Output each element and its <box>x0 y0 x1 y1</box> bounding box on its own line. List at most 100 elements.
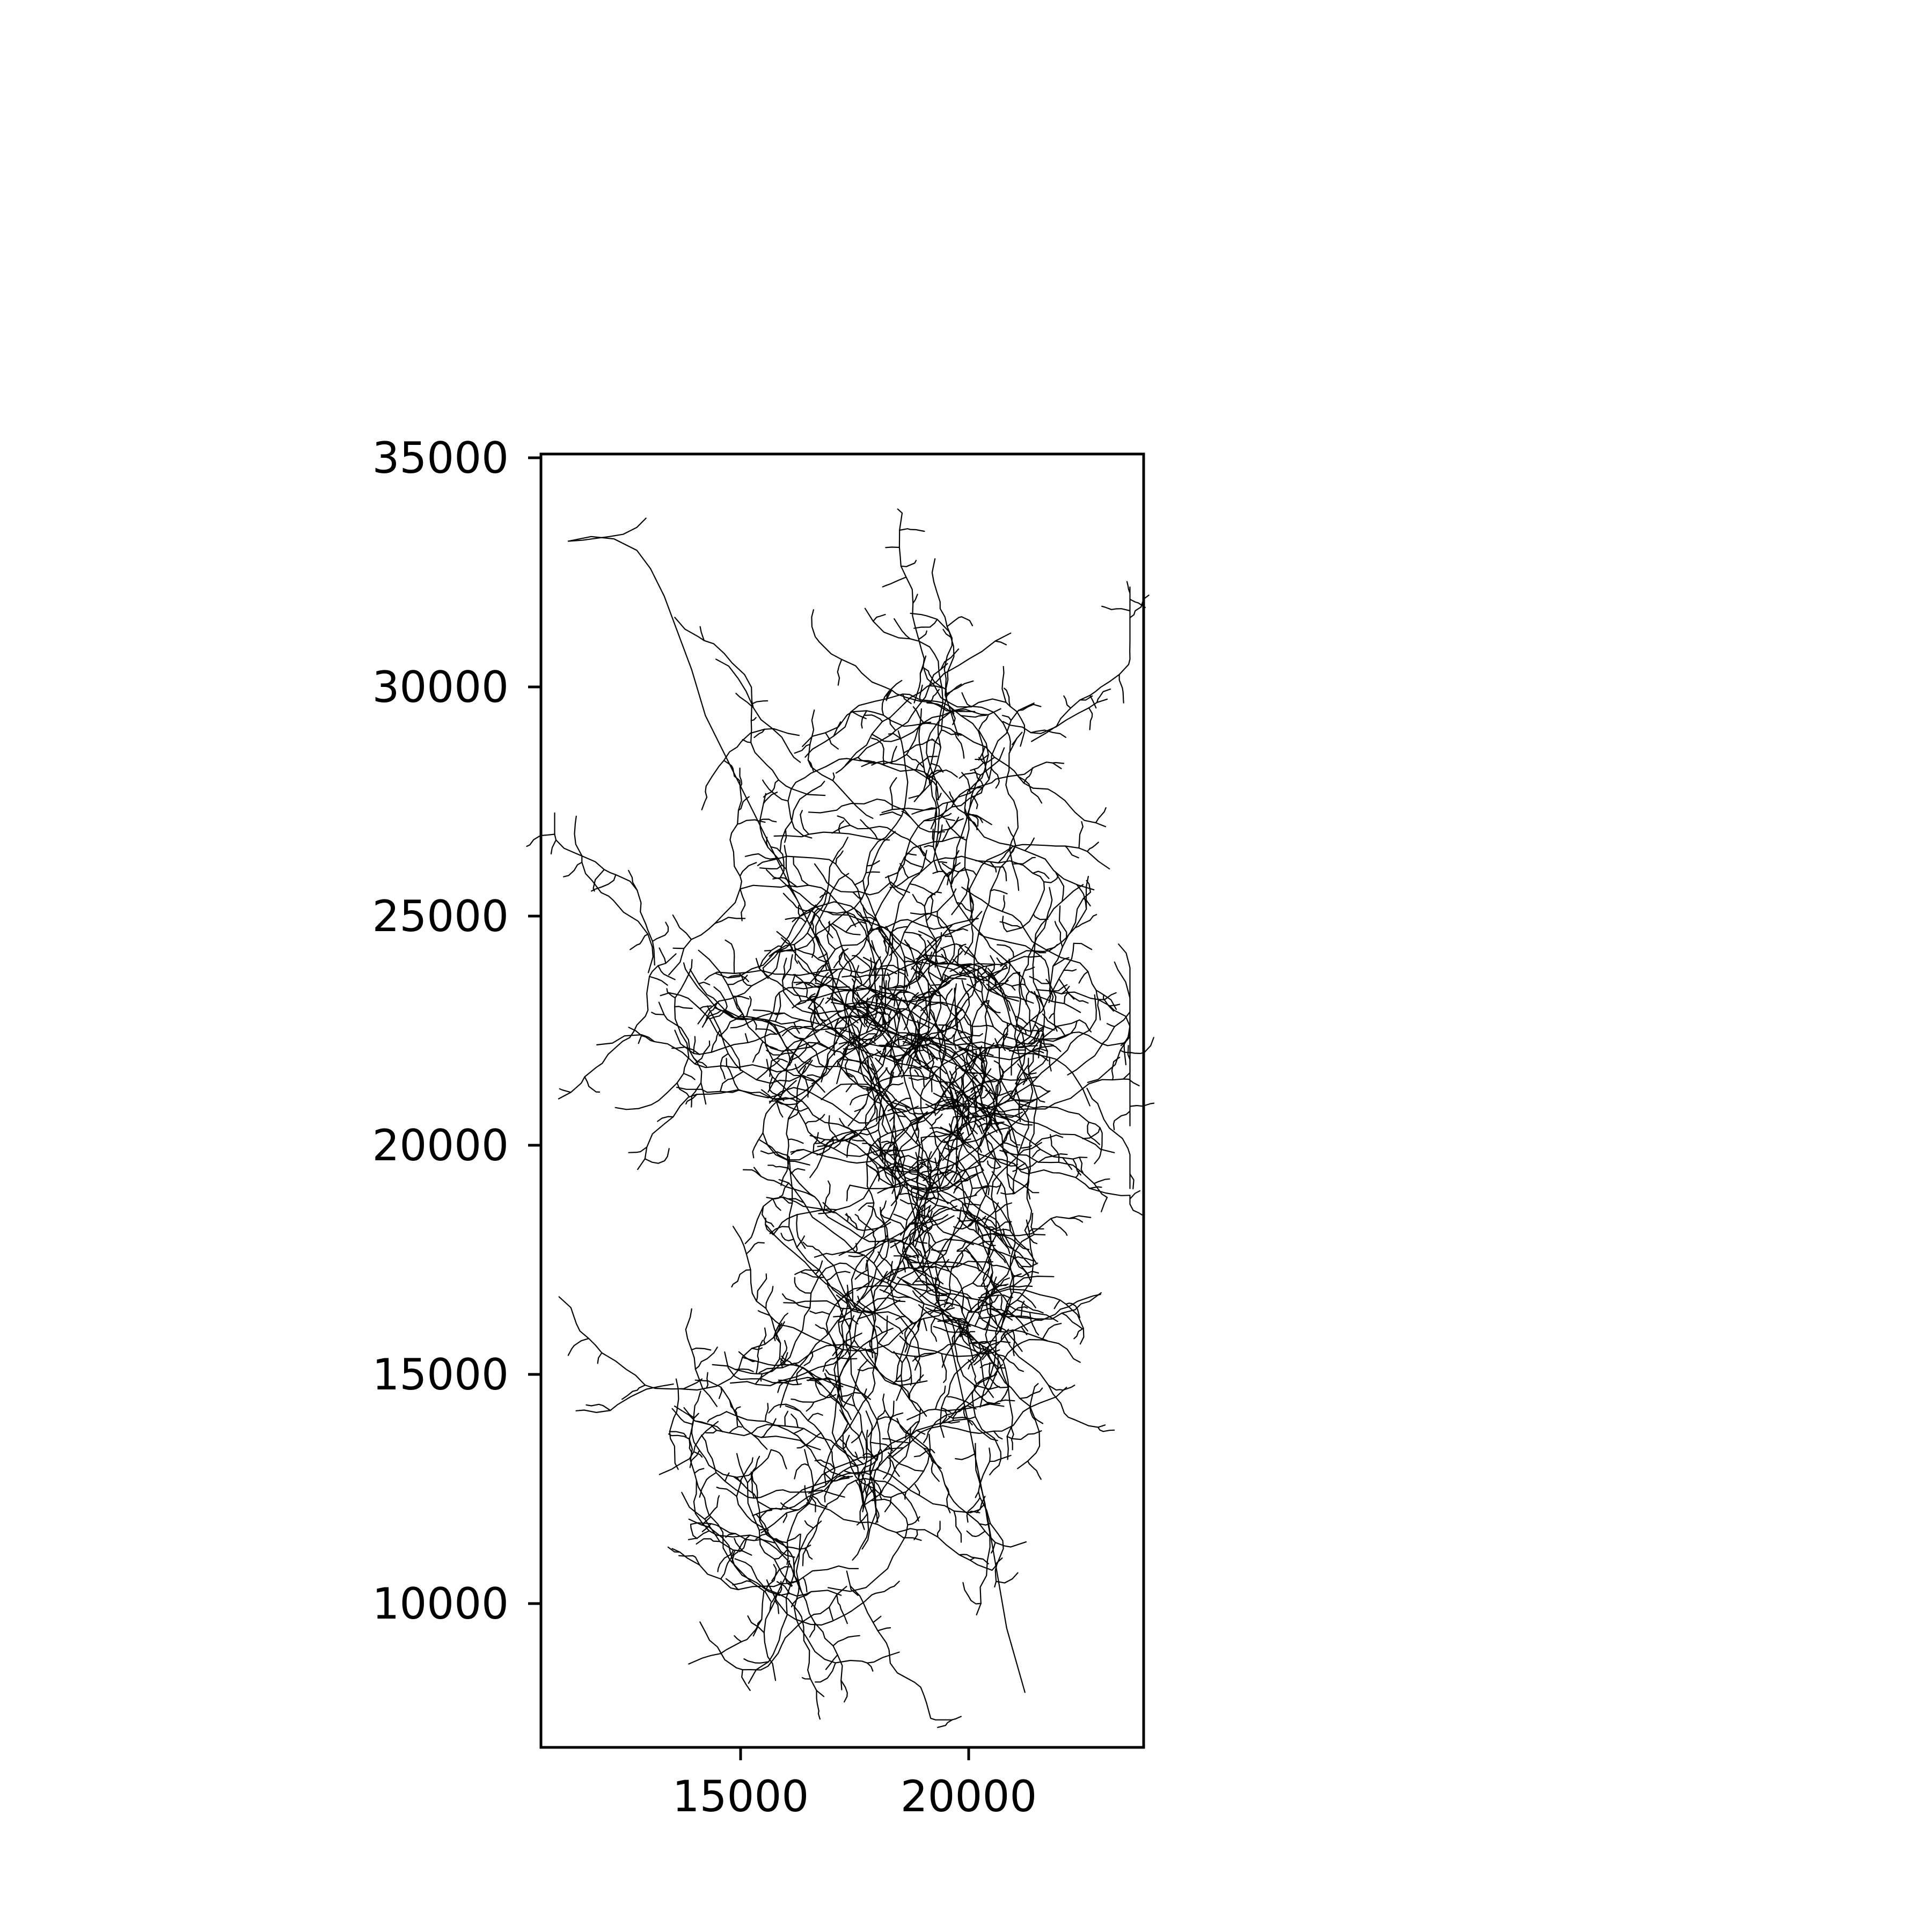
neurite-twig <box>912 706 925 723</box>
neurite-branch <box>978 933 1058 1032</box>
neurite-twig <box>750 717 757 721</box>
neurite-twig <box>994 1353 1024 1372</box>
neurite-twig <box>913 1448 931 1458</box>
y-axis: 10000 15000 20000 25000 30000 35000 <box>372 433 541 1629</box>
neurite-twig <box>621 1384 646 1400</box>
neurite-branch <box>889 855 1004 888</box>
neurite-twig <box>1061 1312 1084 1330</box>
neurite-branch <box>943 1215 1092 1308</box>
neurite-twig <box>782 892 812 912</box>
neurite-twig <box>979 1496 986 1510</box>
neurite-twig <box>974 1384 1001 1404</box>
neurite-twig <box>998 847 1012 863</box>
neurite-twig <box>644 1148 670 1164</box>
neurite-twig <box>771 1566 792 1582</box>
neurite-branch <box>669 1378 679 1470</box>
neurite-twig <box>777 1100 809 1112</box>
neurite-twig <box>1093 1178 1110 1184</box>
neurite-twig <box>597 1352 603 1364</box>
neurite-branch <box>879 1166 1014 1333</box>
neurite-twig <box>989 1454 1012 1462</box>
axes-frame <box>539 452 1145 1749</box>
neurite-branch <box>835 663 948 774</box>
neurite-twig <box>953 1187 959 1194</box>
neurite-twig <box>814 977 834 988</box>
neurite-twig <box>896 1375 912 1382</box>
neurite-twig <box>1031 1048 1048 1052</box>
neurite-branch <box>1005 731 1023 891</box>
neurite-twig <box>657 1116 674 1122</box>
neurite-twig <box>948 1085 967 1112</box>
neurite-branch <box>806 1502 993 1571</box>
neurite-twig <box>806 1401 815 1412</box>
neurite-twig <box>1087 841 1099 852</box>
neurite-branch <box>1019 1103 1103 1147</box>
neurite-twig <box>772 1538 787 1543</box>
neurite-twig <box>762 779 789 802</box>
neurite-twig <box>763 1327 767 1345</box>
neurite-twig <box>586 1403 611 1411</box>
neurite-twig <box>949 1064 958 1084</box>
neurite-twig <box>904 858 924 868</box>
neurite-branch <box>726 1411 864 1507</box>
neurite-twig <box>846 1184 851 1202</box>
neurite-twig <box>951 1044 969 1058</box>
neurite-twig <box>873 1092 881 1122</box>
neurite-twig <box>958 945 975 958</box>
neurite-twig <box>857 757 875 764</box>
neurite-branch <box>793 1363 865 1460</box>
neurite-branch <box>779 780 825 852</box>
neurite-twig <box>779 1196 793 1204</box>
neurite-twig <box>742 1169 762 1177</box>
neurite-branch <box>1036 989 1131 1126</box>
neurite-twig <box>793 982 821 989</box>
y-tick-label: 35000 <box>372 433 509 483</box>
neurite-twig <box>734 1368 754 1372</box>
neurite-twig <box>1074 914 1097 928</box>
neurite-twig <box>796 1235 805 1248</box>
neurite-branch <box>923 669 1026 747</box>
neurite-branch <box>974 1289 1085 1345</box>
neurite-twig <box>968 1340 997 1344</box>
neurite-branch <box>781 1262 971 1366</box>
neurite-twig <box>1129 1203 1143 1216</box>
neurite-branch <box>1022 884 1084 1085</box>
neurite-twig <box>1004 687 1011 707</box>
neurite-twig <box>1078 821 1084 849</box>
neurite-twig <box>923 1066 947 1074</box>
neurite-twig <box>989 1465 1000 1476</box>
neurite-twig <box>881 690 890 716</box>
neurite-twig <box>777 1382 784 1393</box>
neurite-twig <box>729 1400 738 1426</box>
neurite-branch <box>697 890 826 1024</box>
neurite-twig <box>1020 1145 1032 1149</box>
neurite-branch <box>818 1249 920 1371</box>
neurite-twig <box>940 1046 955 1054</box>
neurite-twig <box>914 1069 919 1077</box>
neurite-twig <box>996 1023 1008 1048</box>
neurite-twig <box>933 1326 969 1335</box>
neurite-twig <box>883 1041 889 1051</box>
neurite-branch <box>854 850 927 1038</box>
neurite-twig <box>870 1313 875 1343</box>
neurite-twig <box>977 1107 1005 1124</box>
neurite-twig <box>747 1455 760 1484</box>
neurite-twig <box>739 1457 753 1482</box>
neurite-twig <box>866 1662 874 1672</box>
neurite-branch <box>660 992 741 1071</box>
neurite-twig <box>1008 1049 1026 1052</box>
neurite-twig <box>563 861 583 877</box>
neurite-twig <box>752 1435 768 1450</box>
neurite-twig <box>882 1438 910 1444</box>
neurite-twig <box>694 1468 705 1474</box>
neurite-twig <box>786 1198 805 1204</box>
neurite-twig <box>694 1040 711 1065</box>
neurite-twig <box>1058 905 1067 939</box>
neurite-twig <box>877 1449 883 1470</box>
neurite-branch <box>842 1422 931 1498</box>
neurite-twig <box>785 1577 793 1587</box>
neurite-twig <box>982 1348 993 1360</box>
neurite-branch <box>979 1219 1034 1408</box>
neurite-twig <box>848 1073 873 1090</box>
neurite-twig <box>962 1582 982 1605</box>
